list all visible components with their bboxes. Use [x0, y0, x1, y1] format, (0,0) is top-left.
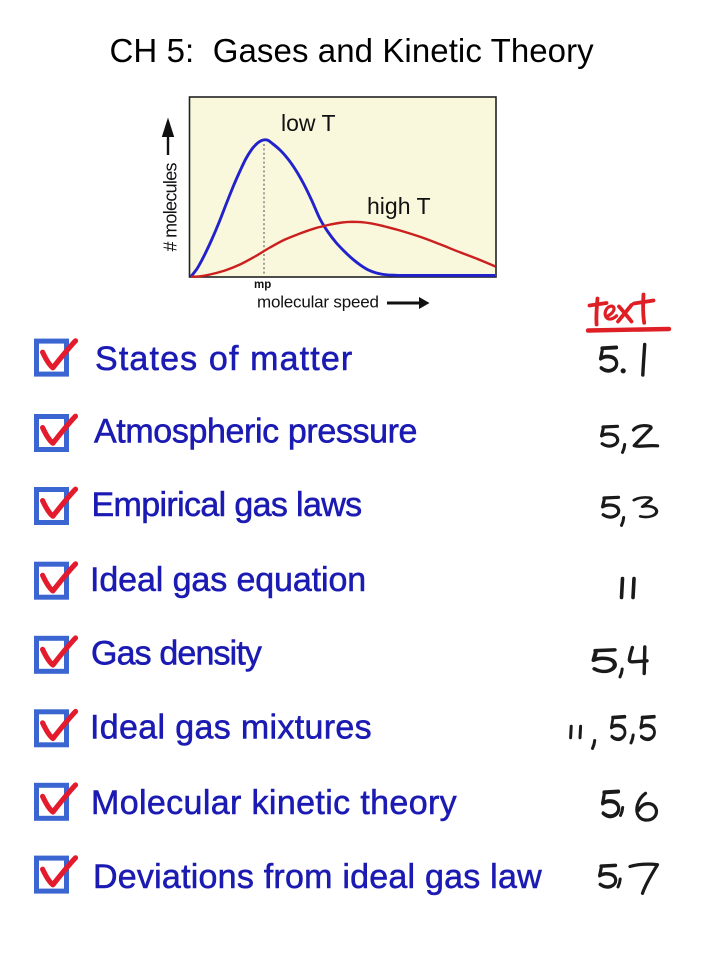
svg-text:Empirical gas laws: Empirical gas laws	[92, 486, 362, 524]
svg-text:Ideal gas equation: Ideal gas equation	[90, 561, 366, 599]
svg-text:high T: high T	[367, 193, 431, 219]
svg-text:States of matter: States of matter	[95, 340, 353, 378]
svg-text:Molecular kinetic theory: Molecular kinetic theory	[91, 784, 457, 822]
svg-text:Gas density: Gas density	[91, 634, 262, 672]
svg-text:Atmospheric pressure: Atmospheric pressure	[94, 413, 417, 451]
svg-text:Deviations from ideal gas law: Deviations from ideal gas law	[93, 858, 542, 896]
svg-text:Ideal gas mixtures: Ideal gas mixtures	[90, 709, 372, 747]
svg-text:molecular speed: molecular speed	[257, 293, 379, 312]
svg-text:mp: mp	[254, 279, 271, 291]
svg-text:# molecules: # molecules	[161, 162, 181, 251]
svg-text:low T: low T	[281, 110, 336, 136]
svg-text:CH 5: Gases and Kinetic Theor: CH 5: Gases and Kinetic Theory	[110, 32, 595, 69]
